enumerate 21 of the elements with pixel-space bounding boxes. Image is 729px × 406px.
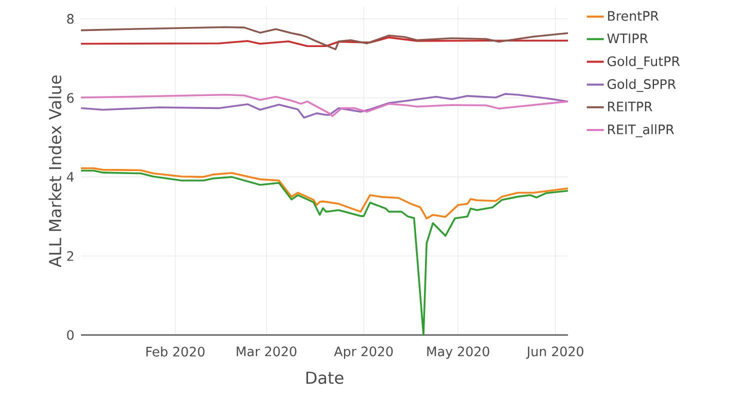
line-series [80, 36, 569, 48]
x-tick-label: Jun 2020 [526, 346, 584, 359]
legend-label: REIT_allPR [608, 124, 674, 138]
x-tick-label: Feb 2020 [146, 346, 204, 357]
x-tick-label: May 2020 [427, 346, 490, 359]
line-series [80, 170, 569, 336]
y-tick-label: 0 [67, 330, 74, 340]
legend-label: WTIPR [607, 34, 648, 44]
y-tick-label: 2 [67, 251, 74, 261]
y-tick-label: 4 [66, 172, 74, 182]
y-tick-label: 6 [67, 92, 74, 103]
legend-label: REITPR [608, 102, 652, 112]
x-tick-label: Mar 2020 [236, 346, 296, 356]
y-tick-label: 8 [67, 14, 74, 24]
legend-label: Gold_SPPR [608, 78, 676, 92]
legend-label: BrentPR [608, 11, 659, 21]
x-axis-title: Date [306, 372, 344, 384]
line-series [80, 167, 569, 220]
legend-label: Gold_FutPR [608, 56, 680, 70]
y-axis-title: ALL Market Index Value [48, 75, 62, 268]
x-tick-label: Apr 2020 [334, 346, 393, 359]
